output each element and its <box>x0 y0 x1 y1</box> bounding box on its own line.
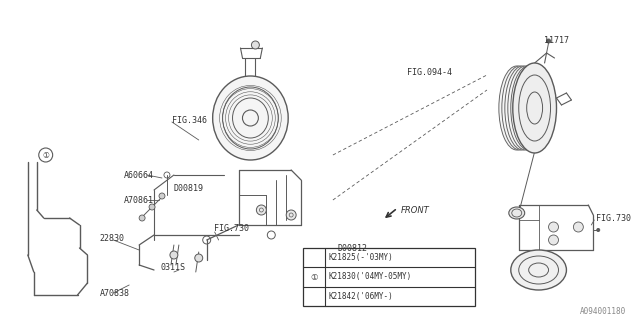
Text: D00812: D00812 <box>338 244 368 252</box>
Ellipse shape <box>516 66 552 150</box>
Ellipse shape <box>505 66 541 150</box>
Text: FIG.346: FIG.346 <box>172 116 207 124</box>
Ellipse shape <box>508 66 543 150</box>
Circle shape <box>39 148 52 162</box>
Circle shape <box>596 228 600 231</box>
Text: A094001180: A094001180 <box>580 308 626 316</box>
Ellipse shape <box>212 76 288 160</box>
Text: A70861: A70861 <box>124 196 154 204</box>
Ellipse shape <box>509 207 525 219</box>
Circle shape <box>252 41 259 49</box>
Circle shape <box>548 222 559 232</box>
Circle shape <box>573 222 583 232</box>
Text: FIG.730: FIG.730 <box>596 213 631 222</box>
Ellipse shape <box>514 66 550 150</box>
Text: A60664: A60664 <box>124 171 154 180</box>
Ellipse shape <box>502 66 538 150</box>
Text: 22830: 22830 <box>99 234 124 243</box>
Ellipse shape <box>511 66 547 150</box>
Text: ①: ① <box>42 150 49 159</box>
Circle shape <box>139 215 145 221</box>
Text: ①: ① <box>310 273 318 282</box>
Text: K21825(-'03MY): K21825(-'03MY) <box>329 253 394 262</box>
Circle shape <box>286 210 296 220</box>
Circle shape <box>159 193 165 199</box>
Bar <box>303 248 475 306</box>
Circle shape <box>195 254 203 262</box>
Circle shape <box>257 205 266 215</box>
Text: FIG.094-4: FIG.094-4 <box>408 68 452 76</box>
Circle shape <box>548 235 559 245</box>
Text: FRONT: FRONT <box>401 205 429 214</box>
Text: 0311S: 0311S <box>161 263 186 273</box>
Ellipse shape <box>511 250 566 290</box>
Circle shape <box>170 251 178 259</box>
Text: D00819: D00819 <box>174 183 204 193</box>
Text: K21842('06MY-): K21842('06MY-) <box>329 292 394 301</box>
Ellipse shape <box>499 66 534 150</box>
Text: A70838: A70838 <box>99 289 129 298</box>
Circle shape <box>149 204 155 210</box>
Text: 11717: 11717 <box>543 36 568 44</box>
Text: FIG.730: FIG.730 <box>214 223 249 233</box>
Circle shape <box>547 39 550 43</box>
Text: K21830('04MY-05MY): K21830('04MY-05MY) <box>329 273 412 282</box>
Ellipse shape <box>513 63 557 153</box>
